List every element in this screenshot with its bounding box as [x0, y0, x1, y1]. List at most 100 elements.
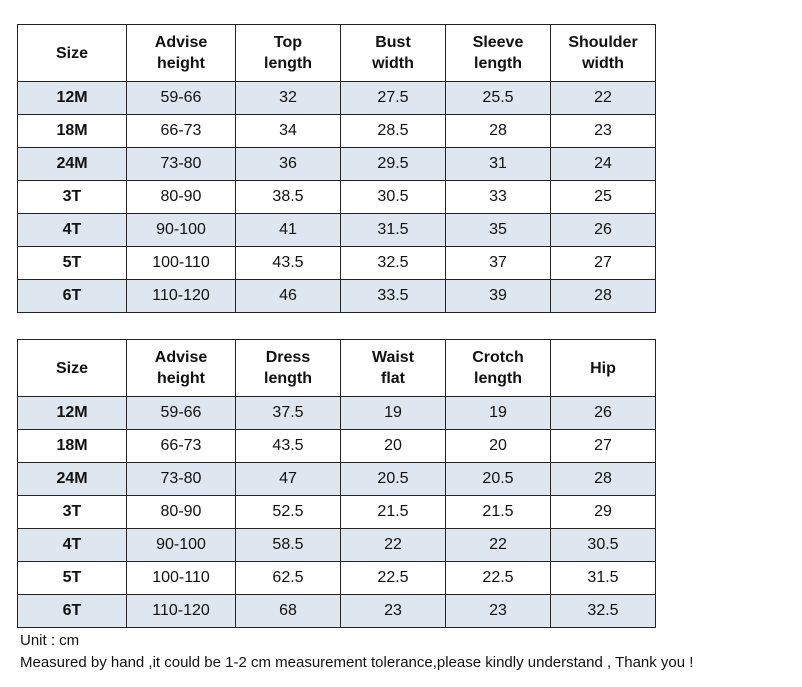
measurement-cell: 20.5 — [445, 462, 551, 496]
measurement-cell: 47 — [235, 462, 341, 496]
measurement-cell: 28.5 — [340, 114, 446, 148]
measurement-cell: 31 — [445, 147, 551, 181]
measurement-cell: 80-90 — [126, 495, 236, 529]
column-header: Top length — [235, 24, 341, 82]
measurement-cell: 73-80 — [126, 462, 236, 496]
measurement-cell: 31.5 — [550, 561, 656, 595]
table-row: 3T 80-90 52.5 21.5 21.5 29 — [17, 495, 656, 529]
tolerance-note: Measured by hand ,it could be 1-2 cm mea… — [20, 654, 694, 671]
table-row: 3T 80-90 38.5 30.5 33 25 — [17, 180, 656, 214]
measurement-cell: 37 — [445, 246, 551, 280]
size-label-cell: 6T — [17, 594, 127, 628]
measurement-cell: 33 — [445, 180, 551, 214]
measurement-cell: 80-90 — [126, 180, 236, 214]
measurement-cell: 110-120 — [126, 594, 236, 628]
size-label-cell: 24M — [17, 147, 127, 181]
measurement-cell: 30.5 — [550, 528, 656, 562]
table-header: Size Advise height Dress length Waist flat C… — [17, 339, 656, 397]
measurement-cell: 22 — [550, 81, 656, 115]
measurement-cell: 66-73 — [126, 114, 236, 148]
measurement-cell: 41 — [235, 213, 341, 247]
size-label-cell: 12M — [17, 81, 127, 115]
header-row: Size Advise height Dress length Waist flat C… — [17, 339, 656, 397]
column-header: Size — [17, 24, 127, 82]
measurement-cell: 59-66 — [126, 81, 236, 115]
measurement-cell: 68 — [235, 594, 341, 628]
measurement-cell: 35 — [445, 213, 551, 247]
measurement-cell: 100-110 — [126, 561, 236, 595]
measurement-cell: 28 — [550, 462, 656, 496]
measurement-cell: 58.5 — [235, 528, 341, 562]
column-header: Bust width — [340, 24, 446, 82]
measurement-cell: 19 — [445, 396, 551, 430]
column-header: Crotch length — [445, 339, 551, 397]
measurement-cell: 30.5 — [340, 180, 446, 214]
column-header: Waist flat — [340, 339, 446, 397]
measurement-cell: 66-73 — [126, 429, 236, 463]
table-row: 6T 110-120 46 33.5 39 28 — [17, 279, 656, 313]
measurement-cell: 100-110 — [126, 246, 236, 280]
measurement-cell: 22.5 — [340, 561, 446, 595]
measurement-cell: 32 — [235, 81, 341, 115]
measurement-cell: 32.5 — [340, 246, 446, 280]
measurement-cell: 43.5 — [235, 429, 341, 463]
measurement-cell: 19 — [340, 396, 446, 430]
measurement-cell: 31.5 — [340, 213, 446, 247]
measurement-cell: 29.5 — [340, 147, 446, 181]
measurement-cell: 22.5 — [445, 561, 551, 595]
column-header: Dress length — [235, 339, 341, 397]
column-header: Size — [17, 339, 127, 397]
measurement-cell: 27 — [550, 429, 656, 463]
measurement-cell: 39 — [445, 279, 551, 313]
table-row: 4T 90-100 58.5 22 22 30.5 — [17, 528, 656, 562]
measurement-cell: 23 — [550, 114, 656, 148]
measurement-cell: 59-66 — [126, 396, 236, 430]
column-header: Sleeve length — [445, 24, 551, 82]
size-label-cell: 18M — [17, 429, 127, 463]
measurement-cell: 110-120 — [126, 279, 236, 313]
measurement-cell: 27 — [550, 246, 656, 280]
measurement-cell: 43.5 — [235, 246, 341, 280]
measurement-cell: 90-100 — [126, 213, 236, 247]
top-size-table: Size Advise height Top length Bust width Sle… — [17, 24, 656, 313]
measurement-cell: 33.5 — [340, 279, 446, 313]
measurement-cell: 27.5 — [340, 81, 446, 115]
measurement-cell: 20 — [340, 429, 446, 463]
table-header: Size Advise height Top length Bust width Sle… — [17, 24, 656, 82]
measurement-cell: 25.5 — [445, 81, 551, 115]
measurement-cell: 38.5 — [235, 180, 341, 214]
header-row: Size Advise height Top length Bust width Sle… — [17, 24, 656, 82]
size-label-cell: 4T — [17, 528, 127, 562]
measurement-cell: 20.5 — [340, 462, 446, 496]
table-row: 5T 100-110 62.5 22.5 22.5 31.5 — [17, 561, 656, 595]
measurement-cell: 46 — [235, 279, 341, 313]
table-row: 12M 59-66 32 27.5 25.5 22 — [17, 81, 656, 115]
measurement-cell: 21.5 — [340, 495, 446, 529]
measurement-cell: 22 — [445, 528, 551, 562]
measurement-cell: 32.5 — [550, 594, 656, 628]
table-body: 12M 59-66 37.5 19 19 26 18M 66-73 43.5 20 20 27 24M 7… — [17, 396, 656, 628]
measurement-cell: 25 — [550, 180, 656, 214]
measurement-cell: 29 — [550, 495, 656, 529]
measurement-cell: 20 — [445, 429, 551, 463]
size-label-cell: 18M — [17, 114, 127, 148]
table-row: 24M 73-80 47 20.5 20.5 28 — [17, 462, 656, 496]
column-header: Advise height — [126, 24, 236, 82]
table-row: 5T 100-110 43.5 32.5 37 27 — [17, 246, 656, 280]
measurement-cell: 28 — [550, 279, 656, 313]
unit-note: Unit : cm — [20, 632, 80, 649]
column-header: Hip — [550, 339, 656, 397]
measurement-cell: 73-80 — [126, 147, 236, 181]
measurement-cell: 22 — [340, 528, 446, 562]
measurement-cell: 26 — [550, 213, 656, 247]
measurement-cell: 62.5 — [235, 561, 341, 595]
column-header: Advise height — [126, 339, 236, 397]
size-label-cell: 6T — [17, 279, 127, 313]
size-label-cell: 5T — [17, 561, 127, 595]
size-label-cell: 3T — [17, 180, 127, 214]
size-label-cell: 5T — [17, 246, 127, 280]
measurement-cell: 37.5 — [235, 396, 341, 430]
table-row: 6T 110-120 68 23 23 32.5 — [17, 594, 656, 628]
table-row: 12M 59-66 37.5 19 19 26 — [17, 396, 656, 430]
measurement-cell: 23 — [445, 594, 551, 628]
